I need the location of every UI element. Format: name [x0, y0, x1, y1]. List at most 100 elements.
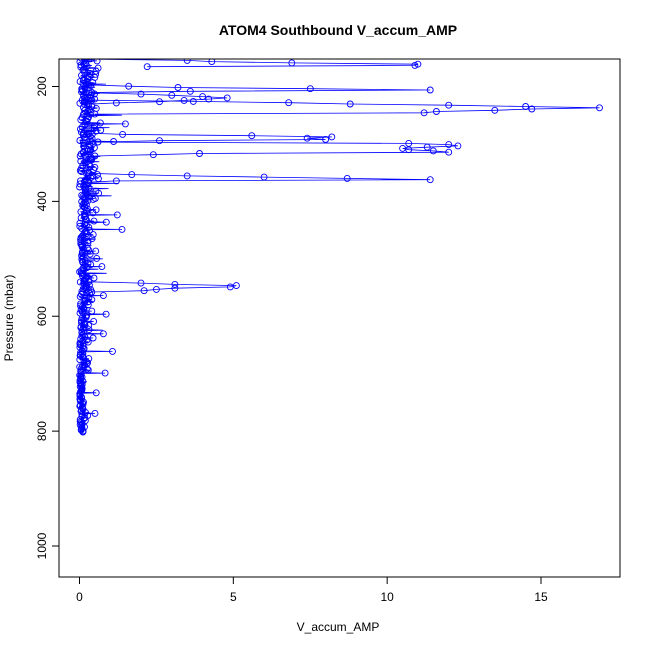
data-point: [76, 137, 84, 144]
data-point: [94, 171, 101, 179]
y-tick-label: 200: [35, 76, 49, 96]
data-point: [86, 72, 93, 80]
y-tick-label: 400: [35, 191, 49, 211]
data-point: [79, 304, 87, 312]
data-point: [78, 332, 86, 340]
data-point: [405, 146, 413, 154]
y-tick-label: 600: [35, 306, 49, 326]
data-point: [81, 186, 89, 194]
data-point: [322, 136, 330, 143]
data-point: [99, 330, 107, 338]
data-point: [84, 301, 92, 309]
data-point: [174, 84, 182, 91]
data-point: [76, 180, 84, 188]
data-point: [89, 172, 96, 180]
data-point: [84, 93, 92, 101]
data-point: [77, 59, 85, 62]
data-point: [205, 95, 213, 103]
data-point: [226, 283, 234, 291]
data-point: [93, 254, 101, 262]
data-point: [83, 216, 90, 224]
data-point: [189, 97, 197, 105]
data-point: [76, 167, 84, 174]
y-tick-label: 1000: [35, 532, 49, 559]
data-point: [121, 120, 129, 128]
y-axis-label: Pressure (mbar): [2, 275, 16, 362]
plot-area: [76, 59, 603, 436]
data-point: [76, 222, 84, 230]
series-line-excursion: [88, 84, 431, 93]
data-point: [85, 286, 93, 294]
data-point: [109, 347, 116, 355]
series-line-excursion: [88, 281, 237, 293]
data-point: [118, 225, 126, 233]
data-point: [119, 130, 127, 138]
data-point: [528, 105, 536, 113]
data-point: [76, 418, 84, 426]
y-tick-label: 800: [35, 421, 49, 441]
data-point: [85, 89, 93, 97]
data-point: [92, 67, 100, 75]
data-point: [86, 290, 94, 297]
data-point: [84, 169, 91, 176]
data-point: [423, 143, 431, 151]
data-point: [85, 184, 93, 192]
data-point: [208, 59, 216, 66]
data-point: [98, 263, 106, 271]
data-point: [77, 407, 85, 415]
data-point: [84, 179, 92, 187]
data-point: [180, 96, 188, 104]
series-line-excursion: [88, 132, 332, 143]
data-point: [90, 217, 98, 225]
data-point: [84, 239, 92, 247]
data-point: [152, 285, 160, 293]
data-point: [90, 317, 98, 325]
data-point: [522, 103, 530, 110]
data-point: [76, 371, 84, 379]
data-point: [112, 177, 120, 185]
data-point: [82, 275, 90, 283]
data-point: [84, 298, 92, 306]
data-point: [186, 87, 194, 95]
series-line-excursion: [88, 172, 431, 183]
data-point: [82, 212, 89, 220]
data-point: [89, 140, 97, 148]
data-point: [84, 237, 92, 245]
data-point: [91, 90, 98, 98]
data-point: [328, 133, 336, 141]
data-point: [89, 209, 97, 217]
data-point: [77, 116, 85, 124]
data-point: [89, 195, 97, 203]
x-tick-label: 10: [380, 590, 394, 604]
data-point: [77, 238, 85, 246]
data-point: [260, 173, 268, 181]
data-point: [454, 142, 462, 150]
data-point: [149, 151, 157, 159]
data-point: [429, 147, 437, 155]
data-point: [92, 104, 100, 112]
data-point: [596, 104, 603, 112]
data-point: [411, 61, 419, 69]
data-point: [137, 279, 145, 287]
data-point: [80, 65, 88, 73]
data-point: [156, 98, 163, 106]
data-point: [76, 392, 84, 400]
data-point: [285, 99, 293, 107]
series-line-excursion: [88, 92, 228, 105]
data-point: [92, 247, 100, 255]
data-point: [445, 148, 453, 156]
data-point: [78, 88, 85, 96]
data-point: [83, 230, 91, 237]
data-point: [137, 90, 145, 98]
plot-frame: [58, 58, 621, 578]
data-point: [183, 59, 191, 64]
data-point: [96, 119, 104, 127]
data-point: [343, 174, 351, 182]
chart-title: ATOM4 Southbound V_accum_AMP: [219, 22, 457, 38]
data-point: [303, 134, 311, 142]
data-point: [128, 171, 136, 179]
x-axis-label: V_accum_AMP: [297, 620, 380, 634]
data-point: [288, 59, 296, 67]
data-point: [84, 75, 92, 82]
